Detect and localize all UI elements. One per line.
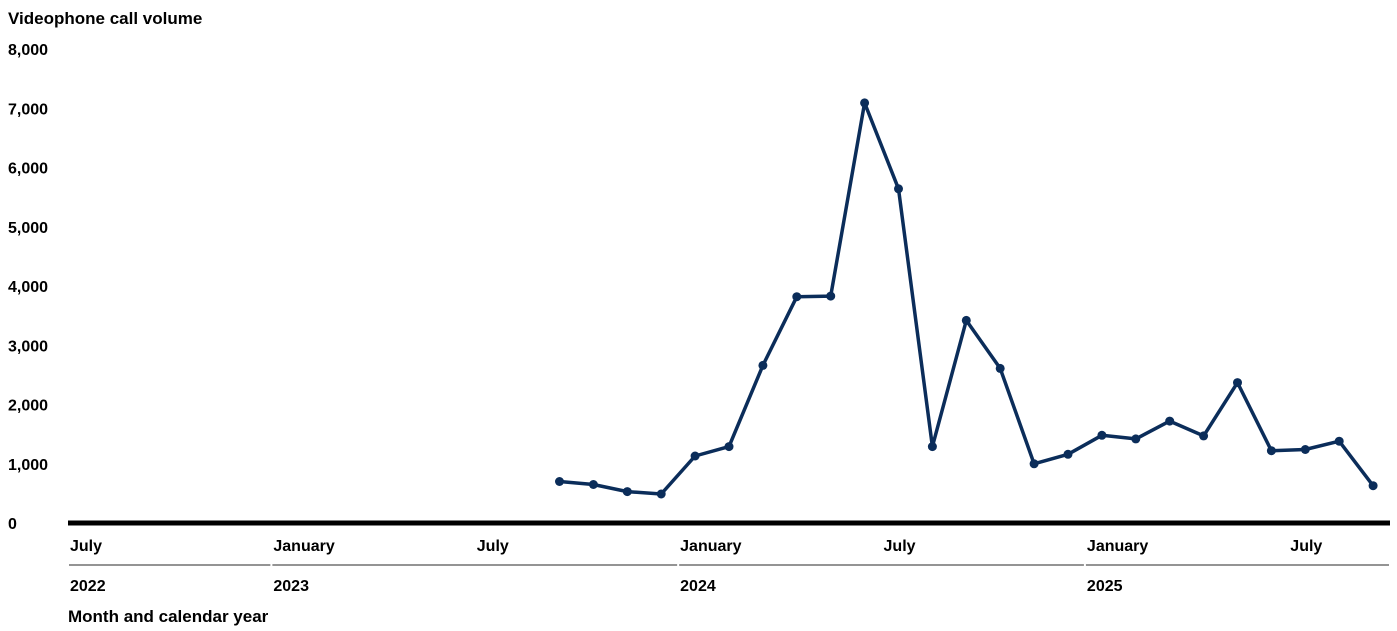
- data-point: [1165, 416, 1175, 426]
- y-tick-label: 3,000: [8, 338, 48, 355]
- y-tick-label: 1,000: [8, 457, 48, 474]
- data-point: [656, 489, 666, 499]
- series-line: [559, 101, 1375, 496]
- x-month-label: January: [273, 538, 334, 555]
- series-layer: [555, 98, 1378, 499]
- y-tick-label: 2,000: [8, 398, 48, 415]
- chart-title: Videophone call volume: [8, 9, 202, 28]
- data-point: [690, 451, 700, 461]
- x-axis-title: Month and calendar year: [68, 607, 269, 626]
- x-month-label: January: [680, 538, 741, 555]
- y-axis: 0 1,000 2,000 3,000 4,000 5,000 6,000 7,000 8,00…: [8, 42, 48, 533]
- data-point: [1097, 430, 1107, 440]
- data-point: [995, 363, 1005, 373]
- x-year-label: 2024: [680, 578, 716, 595]
- data-point: [1334, 436, 1344, 446]
- data-point: [1029, 459, 1039, 469]
- x-month-label: July: [884, 538, 916, 555]
- y-tick-label: 4,000: [8, 279, 48, 296]
- x-month-label: July: [70, 538, 102, 555]
- x-year-label: 2022: [70, 578, 106, 595]
- data-point: [1368, 481, 1378, 491]
- data-point: [555, 477, 564, 486]
- data-point: [1300, 445, 1310, 454]
- data-point: [792, 292, 802, 302]
- data-point: [1266, 446, 1276, 456]
- data-point: [826, 291, 836, 301]
- data-point: [860, 98, 870, 108]
- data-point: [1199, 431, 1209, 441]
- x-month-label: January: [1087, 538, 1148, 555]
- y-tick-label: 6,000: [8, 161, 48, 178]
- data-point: [1233, 378, 1242, 388]
- x-axis: July January July January July January July 202…: [69, 538, 1389, 595]
- data-point: [894, 184, 903, 194]
- y-tick-label: 0: [8, 516, 17, 533]
- x-month-label: July: [477, 538, 509, 555]
- data-point: [588, 480, 598, 489]
- data-point: [927, 442, 937, 452]
- data-point: [961, 315, 971, 325]
- y-tick-label: 5,000: [8, 220, 48, 237]
- y-tick-label: 8,000: [8, 42, 48, 59]
- data-point: [622, 487, 632, 497]
- data-point: [758, 360, 768, 370]
- data-point: [724, 442, 734, 452]
- x-year-label: 2025: [1087, 578, 1123, 595]
- x-year-label: 2023: [273, 578, 309, 595]
- x-month-label: July: [1290, 538, 1322, 555]
- data-point: [1131, 434, 1141, 444]
- y-tick-label: 7,000: [8, 101, 48, 118]
- data-point: [1063, 449, 1073, 459]
